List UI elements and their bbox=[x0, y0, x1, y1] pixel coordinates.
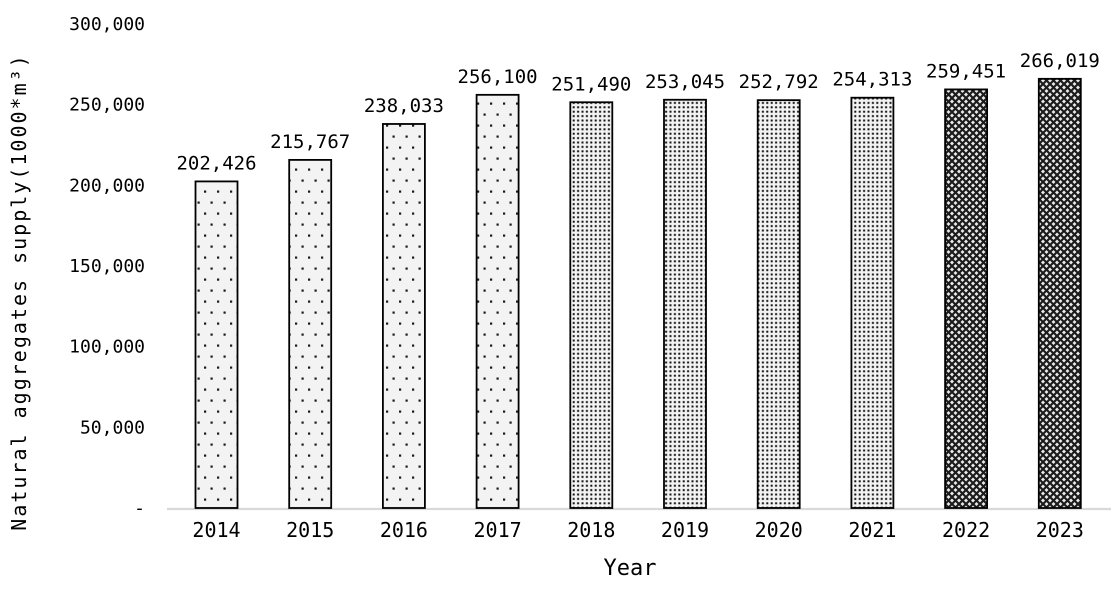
bar-value-label: 251,490 bbox=[551, 73, 631, 95]
bar-2017 bbox=[475, 93, 520, 509]
x-axis-title: Year bbox=[603, 556, 657, 581]
bar-value-label: 266,019 bbox=[1020, 50, 1100, 72]
y-tick-label: 150,000 bbox=[69, 256, 145, 277]
bar-value-label: 202,426 bbox=[176, 152, 256, 174]
bar-value-label: 252,792 bbox=[739, 71, 819, 93]
bar-2021 bbox=[850, 96, 895, 509]
y-tick-label: 200,000 bbox=[69, 175, 145, 196]
x-tick-label: 2019 bbox=[661, 518, 709, 542]
bar-2023 bbox=[1037, 77, 1082, 509]
bar-2020 bbox=[756, 99, 801, 509]
bar-value-label: 254,313 bbox=[832, 69, 912, 91]
x-tick-label: 2015 bbox=[286, 518, 334, 542]
bar-2018 bbox=[569, 101, 614, 509]
x-tick-label: 2023 bbox=[1036, 518, 1084, 542]
y-tick-label: - bbox=[134, 498, 145, 519]
x-tick-label: 2014 bbox=[192, 518, 240, 542]
bar-2022 bbox=[944, 88, 988, 509]
bar-value-label: 253,045 bbox=[645, 71, 725, 93]
y-tick-label: 250,000 bbox=[69, 95, 145, 116]
bar-2019 bbox=[663, 98, 707, 509]
bar-value-label: 215,767 bbox=[270, 131, 350, 153]
bar-value-label: 259,451 bbox=[926, 60, 1006, 82]
x-tick-label: 2017 bbox=[474, 518, 522, 542]
bar-2016 bbox=[381, 123, 426, 509]
y-tick-label: 100,000 bbox=[69, 337, 145, 358]
bar-2015 bbox=[288, 158, 333, 509]
x-tick-label: 2016 bbox=[380, 518, 428, 542]
x-tick-label: 2022 bbox=[942, 518, 990, 542]
bar-2014 bbox=[194, 180, 239, 509]
x-tick-label: 2021 bbox=[848, 518, 896, 542]
x-tick-label: 2018 bbox=[567, 518, 615, 542]
y-tick-label: 300,000 bbox=[69, 14, 145, 35]
y-axis-title: Natural aggregates supply(1000*m³) bbox=[7, 53, 31, 531]
x-tick-label: 2020 bbox=[755, 518, 803, 542]
bar-value-label: 238,033 bbox=[364, 95, 444, 117]
y-tick-label: 50,000 bbox=[80, 417, 145, 438]
bar-value-label: 256,100 bbox=[458, 66, 538, 88]
